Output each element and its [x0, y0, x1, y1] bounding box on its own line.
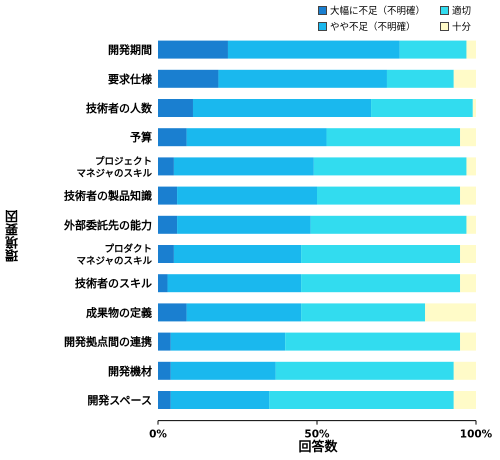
bar-segment-5-3	[313, 157, 467, 176]
bar-segment-5-2	[173, 157, 314, 176]
category-labels: 開発期間要求仕様技術者の人数予算プロジェクトマネジャのスキル技術者の製品知識外部…	[63, 43, 153, 407]
bar-segment-2-2	[218, 69, 387, 88]
bar-segment-4-2	[186, 128, 327, 147]
legend-swatch	[318, 6, 327, 15]
bar-segment-11-4	[460, 332, 476, 351]
x-axis-title: 回答数	[298, 440, 338, 455]
bar-segment-4-4	[460, 128, 476, 147]
category-label-12: 開発機材	[108, 364, 152, 378]
legend-item-slight-shortage: やや不足（不明確）	[318, 22, 416, 34]
bar-segment-1-3	[399, 40, 467, 59]
bar-segment-12-2	[170, 361, 276, 380]
x-tick-label-1: 0%	[149, 429, 167, 441]
bar-segment-11-3	[285, 332, 461, 351]
legend-item-severe-shortage: 大幅に不足（不明確）	[318, 6, 425, 18]
y-axis-title: 環境要因	[6, 210, 21, 262]
bar-segment-10-3	[301, 303, 426, 322]
bar-segment-3-4	[472, 99, 476, 117]
bar-segment-6-1	[158, 186, 178, 205]
category-label-2: 要求仕様	[108, 72, 153, 86]
category-label-11: 開発拠点間の連携	[64, 335, 152, 349]
category-label-line: マネジャのスキル	[76, 168, 152, 179]
bar-segment-9-1	[158, 274, 168, 293]
bar-segment-3-1	[158, 99, 193, 117]
bar-segment-9-3	[301, 274, 461, 293]
bar-segment-1-2	[227, 40, 400, 59]
category-label-13: 開発スペース	[87, 393, 152, 407]
legend-swatch	[318, 22, 327, 31]
legend-item-sufficient: 十分	[440, 22, 471, 34]
category-label-8: プロダクトマネジャのスキル	[76, 243, 152, 267]
bar-segment-7-3	[310, 215, 467, 234]
category-label-line: マネジャのスキル	[76, 256, 152, 267]
category-label-line: プロジェクト	[95, 155, 152, 167]
x-axis: 0% 50% 100%	[149, 420, 493, 441]
x-tick-label-3: 100%	[460, 429, 493, 441]
legend-swatch	[440, 22, 449, 31]
bar-segment-8-4	[460, 245, 476, 263]
bar-segment-11-2	[170, 332, 286, 351]
category-label-line: プロダクト	[104, 243, 152, 255]
bar-segment-13-4	[453, 391, 476, 409]
category-label-6: 技術者の製品知識	[64, 189, 152, 203]
bar-segment-13-1	[158, 391, 171, 409]
bar-segment-6-4	[460, 186, 476, 205]
bar-segment-12-4	[453, 361, 476, 380]
category-label-9: 技術者のスキル	[75, 276, 152, 290]
bar-segment-8-1	[158, 245, 174, 263]
category-label-1: 開発期間	[108, 43, 152, 57]
category-label-5: プロジェクトマネジャのスキル	[76, 155, 152, 179]
bar-segment-11-1	[158, 332, 171, 351]
bar-segment-9-4	[460, 274, 476, 293]
bar-segment-2-1	[158, 69, 219, 88]
bar-segment-3-2	[192, 99, 372, 117]
legend-item-adequate: 適切	[440, 6, 471, 18]
bar-segment-8-2	[173, 245, 302, 263]
bar-segment-10-2	[186, 303, 302, 322]
category-label-10: 成果物の定義	[86, 305, 152, 319]
bar-segment-5-1	[158, 157, 174, 176]
bar-segment-10-1	[158, 303, 187, 322]
bar-segment-8-3	[301, 245, 461, 263]
bar-segment-12-1	[158, 361, 171, 380]
bars-layer	[158, 40, 476, 409]
category-label-7: 外部委託先の能力	[63, 218, 152, 232]
bar-segment-4-1	[158, 128, 187, 147]
bar-segment-13-3	[269, 391, 454, 409]
x-tick-label-2: 50%	[304, 429, 330, 441]
bar-segment-5-4	[466, 157, 476, 176]
legend-swatch	[440, 6, 449, 15]
bar-segment-13-2	[170, 391, 270, 409]
bar-segment-6-2	[177, 186, 317, 205]
bar-segment-1-4	[466, 40, 476, 59]
bar-segment-7-2	[177, 215, 311, 234]
bar-segment-2-4	[453, 69, 476, 88]
bar-segment-12-3	[275, 361, 454, 380]
category-label-4: 予算	[130, 130, 152, 144]
category-label-3: 技術者の人数	[86, 101, 153, 115]
bar-segment-6-3	[317, 186, 461, 205]
bar-segment-10-4	[425, 303, 476, 322]
bar-segment-4-3	[326, 128, 461, 147]
bar-segment-7-1	[158, 215, 178, 234]
bar-segment-7-4	[466, 215, 476, 234]
bar-segment-2-3	[386, 69, 454, 88]
bar-segment-1-1	[158, 40, 228, 59]
bar-segment-9-2	[167, 274, 302, 293]
bar-segment-3-3	[371, 99, 473, 117]
